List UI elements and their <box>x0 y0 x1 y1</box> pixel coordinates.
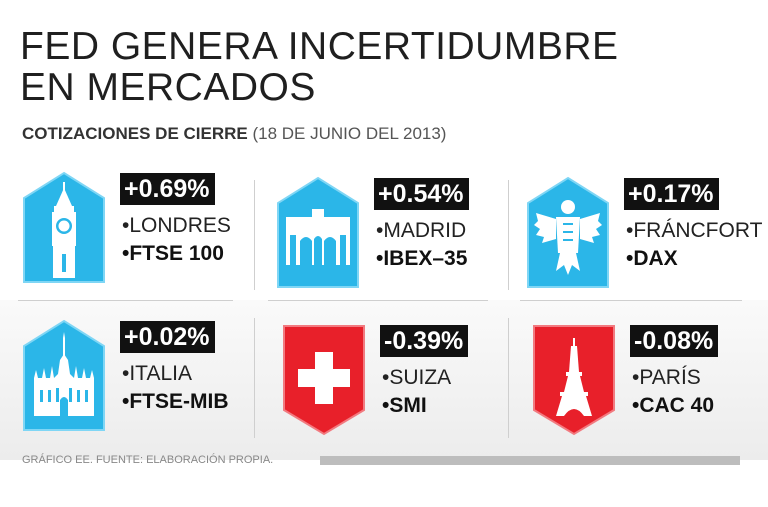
change-badge: +0.54% <box>374 178 469 210</box>
page-title: FED GENERA INCERTIDUMBRE EN MERCADOS <box>20 26 720 108</box>
subtitle: COTIZACIONES DE CIERRE (18 DE JUNIO DEL … <box>22 124 446 144</box>
eiffel-tower-icon <box>532 322 616 437</box>
market-place: •SUIZA <box>382 366 451 390</box>
title-line-1: FED GENERA INCERTIDUMBRE <box>20 26 720 67</box>
market-card-paris: -0.08% •PARÍS •CAC 40 <box>532 322 768 447</box>
market-index: •SMI <box>382 394 427 418</box>
puerta-de-alcala-icon <box>276 175 360 290</box>
footer-credit: GRÁFICO EE. FUENTE: ELABORACIÓN PROPIA. <box>22 454 273 466</box>
market-place: •MADRID <box>376 219 466 243</box>
market-index: •CAC 40 <box>632 394 714 418</box>
swiss-cross-icon <box>282 322 366 437</box>
change-badge: -0.39% <box>380 325 468 357</box>
market-place: •ITALIA <box>122 362 192 386</box>
divider-h-1 <box>18 300 233 301</box>
market-card-francfort: +0.17% •FRÁNCFORT •DAX <box>526 175 766 300</box>
change-badge: +0.17% <box>624 178 719 210</box>
german-eagle-icon <box>526 175 610 290</box>
big-ben-icon <box>22 170 106 285</box>
market-card-suiza: -0.39% •SUIZA •SMI <box>282 322 522 447</box>
market-place: •PARÍS <box>632 366 701 390</box>
market-place: •FRÁNCFORT <box>626 219 762 243</box>
footer-bar <box>320 456 740 465</box>
change-badge: +0.69% <box>120 173 215 205</box>
market-card-italia: +0.02% •ITALIA •FTSE-MIB <box>22 318 262 443</box>
subtitle-date: (18 DE JUNIO DEL 2013) <box>248 124 447 143</box>
market-index: •FTSE-MIB <box>122 390 229 414</box>
change-badge: -0.08% <box>630 325 718 357</box>
divider-h-2 <box>268 300 488 301</box>
title-line-2: EN MERCADOS <box>20 67 720 108</box>
divider-h-3 <box>520 300 742 301</box>
market-index: •FTSE 100 <box>122 242 224 266</box>
milan-cathedral-icon <box>22 318 106 433</box>
market-card-londres: +0.69% •LONDRES •FTSE 100 <box>22 170 262 295</box>
market-index: •DAX <box>626 247 678 271</box>
market-place: •LONDRES <box>122 214 231 238</box>
change-badge: +0.02% <box>120 321 215 353</box>
market-card-madrid: +0.54% •MADRID •IBEX–35 <box>276 175 516 300</box>
subtitle-bold: COTIZACIONES DE CIERRE <box>22 124 248 143</box>
market-index: •IBEX–35 <box>376 247 467 271</box>
